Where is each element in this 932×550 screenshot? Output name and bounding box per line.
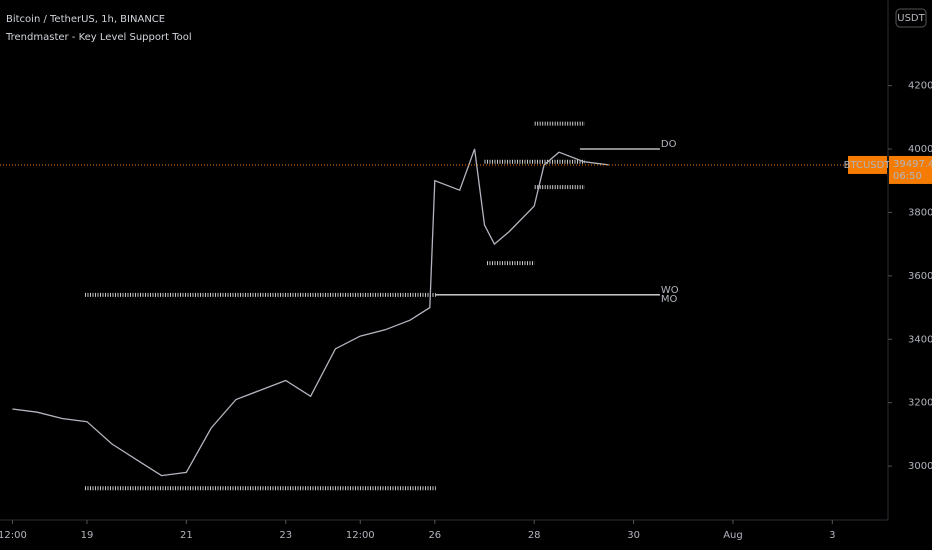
x-tick-label: Aug	[723, 530, 743, 541]
x-tick-label: 21	[180, 530, 193, 541]
y-tick-label: 34000.00	[908, 334, 932, 345]
y-tick-label: 38000.00	[908, 207, 932, 218]
y-tick-label: 32000.00	[908, 398, 932, 409]
indicator-name: Trendmaster - Key Level Support Tool	[5, 32, 192, 43]
level-label: WO	[661, 285, 679, 296]
level-label: DO	[661, 139, 677, 150]
symbol-label: BTCUSDT	[844, 160, 892, 171]
y-tick-label: 36000.00	[908, 271, 932, 282]
x-tick-label: 12:00	[0, 530, 27, 541]
countdown: 06:50	[893, 171, 922, 182]
symbol-tag	[848, 155, 887, 174]
y-tick-label: 40000.00	[908, 144, 932, 155]
y-tick-label: 42000.00	[908, 81, 932, 92]
x-tick-label: 3	[829, 530, 835, 541]
chart-title: Bitcoin / TetherUS, 1h, BINANCE	[6, 14, 165, 25]
y-tick-label: 30000.00	[908, 461, 932, 472]
currency-label[interactable]: USDT	[897, 13, 925, 24]
x-tick-label: 28	[528, 530, 541, 541]
level-label: MO	[661, 294, 678, 305]
x-tick-label: 26	[428, 530, 441, 541]
price-label: 39497.47	[893, 159, 932, 170]
price-tag	[889, 155, 932, 184]
x-tick-label: 12:00	[346, 530, 375, 541]
x-tick-label: 30	[627, 530, 640, 541]
price-line	[12, 148, 609, 477]
x-tick-label: 19	[81, 530, 94, 541]
x-tick-label: 23	[279, 530, 292, 541]
currency-button[interactable]	[895, 8, 927, 28]
